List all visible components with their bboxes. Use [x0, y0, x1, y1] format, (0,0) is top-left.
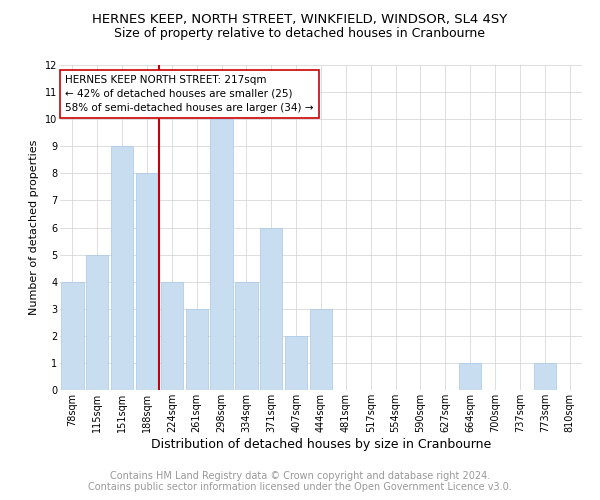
Y-axis label: Number of detached properties: Number of detached properties	[29, 140, 39, 315]
Bar	[459, 363, 481, 390]
Bar	[185, 308, 208, 390]
Bar	[86, 254, 109, 390]
Bar	[533, 363, 556, 390]
Bar	[111, 146, 133, 390]
Bar	[235, 282, 257, 390]
Text: Contains public sector information licensed under the Open Government Licence v3: Contains public sector information licen…	[88, 482, 512, 492]
Bar	[260, 228, 283, 390]
Bar	[285, 336, 307, 390]
Bar	[136, 174, 158, 390]
Text: Contains HM Land Registry data © Crown copyright and database right 2024.: Contains HM Land Registry data © Crown c…	[110, 471, 490, 481]
Bar	[310, 308, 332, 390]
Text: HERNES KEEP, NORTH STREET, WINKFIELD, WINDSOR, SL4 4SY: HERNES KEEP, NORTH STREET, WINKFIELD, WI…	[92, 12, 508, 26]
X-axis label: Distribution of detached houses by size in Cranbourne: Distribution of detached houses by size …	[151, 438, 491, 450]
Bar	[61, 282, 83, 390]
Bar	[211, 119, 233, 390]
Text: HERNES KEEP NORTH STREET: 217sqm
← 42% of detached houses are smaller (25)
58% o: HERNES KEEP NORTH STREET: 217sqm ← 42% o…	[65, 74, 314, 113]
Bar	[161, 282, 183, 390]
Text: Size of property relative to detached houses in Cranbourne: Size of property relative to detached ho…	[115, 28, 485, 40]
